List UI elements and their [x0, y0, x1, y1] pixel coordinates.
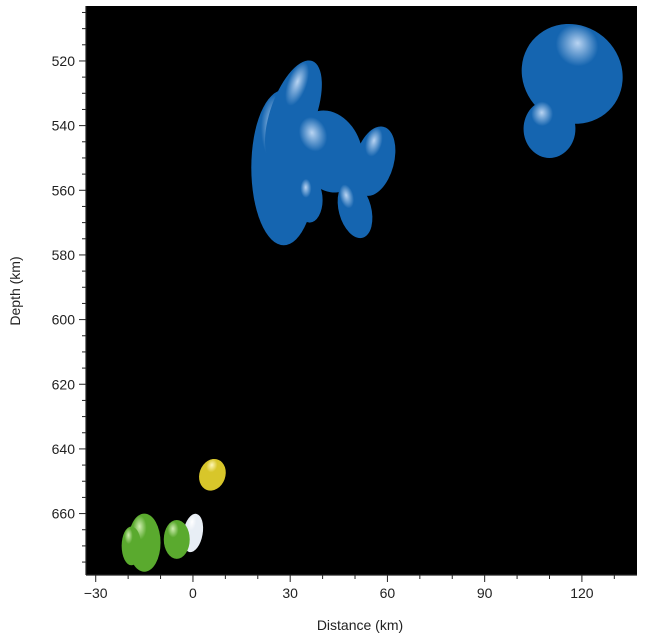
y-tick-label: 540	[52, 118, 76, 134]
y-tick-label: 520	[52, 53, 76, 69]
y-tick-label: 640	[52, 441, 76, 457]
x-tick-label: 60	[380, 585, 396, 601]
data-point-0-3	[353, 126, 396, 196]
y-tick-label: 620	[52, 376, 76, 392]
x-tick-label: 120	[570, 585, 594, 601]
data-point-0-5	[296, 177, 323, 223]
y-tick-label: 560	[52, 182, 76, 198]
x-axis-label: Distance (km)	[317, 617, 403, 633]
y-tick-label: 660	[52, 506, 76, 522]
axes: −30 0 30 60 90 120 520 540 560 580 600 620 640 660	[52, 6, 637, 601]
y-axis-label: Depth (km)	[7, 256, 23, 325]
data-point-0-2	[295, 110, 363, 193]
data-point-0-7	[523, 99, 576, 158]
x-tick-label: −30	[84, 585, 108, 601]
data-point-3-2	[163, 520, 190, 559]
x-tick-label: 30	[282, 585, 298, 601]
data-point-0-1	[265, 60, 322, 165]
x-tick-label: 0	[189, 585, 197, 601]
data-point-0-6	[521, 23, 623, 124]
x-tick-label: 90	[477, 585, 493, 601]
data-point-3-1	[121, 526, 142, 566]
data-points	[121, 23, 623, 572]
y-tick-label: 600	[52, 312, 76, 328]
y-tick-label: 580	[52, 247, 76, 263]
data-point-0-4	[337, 181, 373, 239]
data-point-1-0	[199, 458, 226, 491]
